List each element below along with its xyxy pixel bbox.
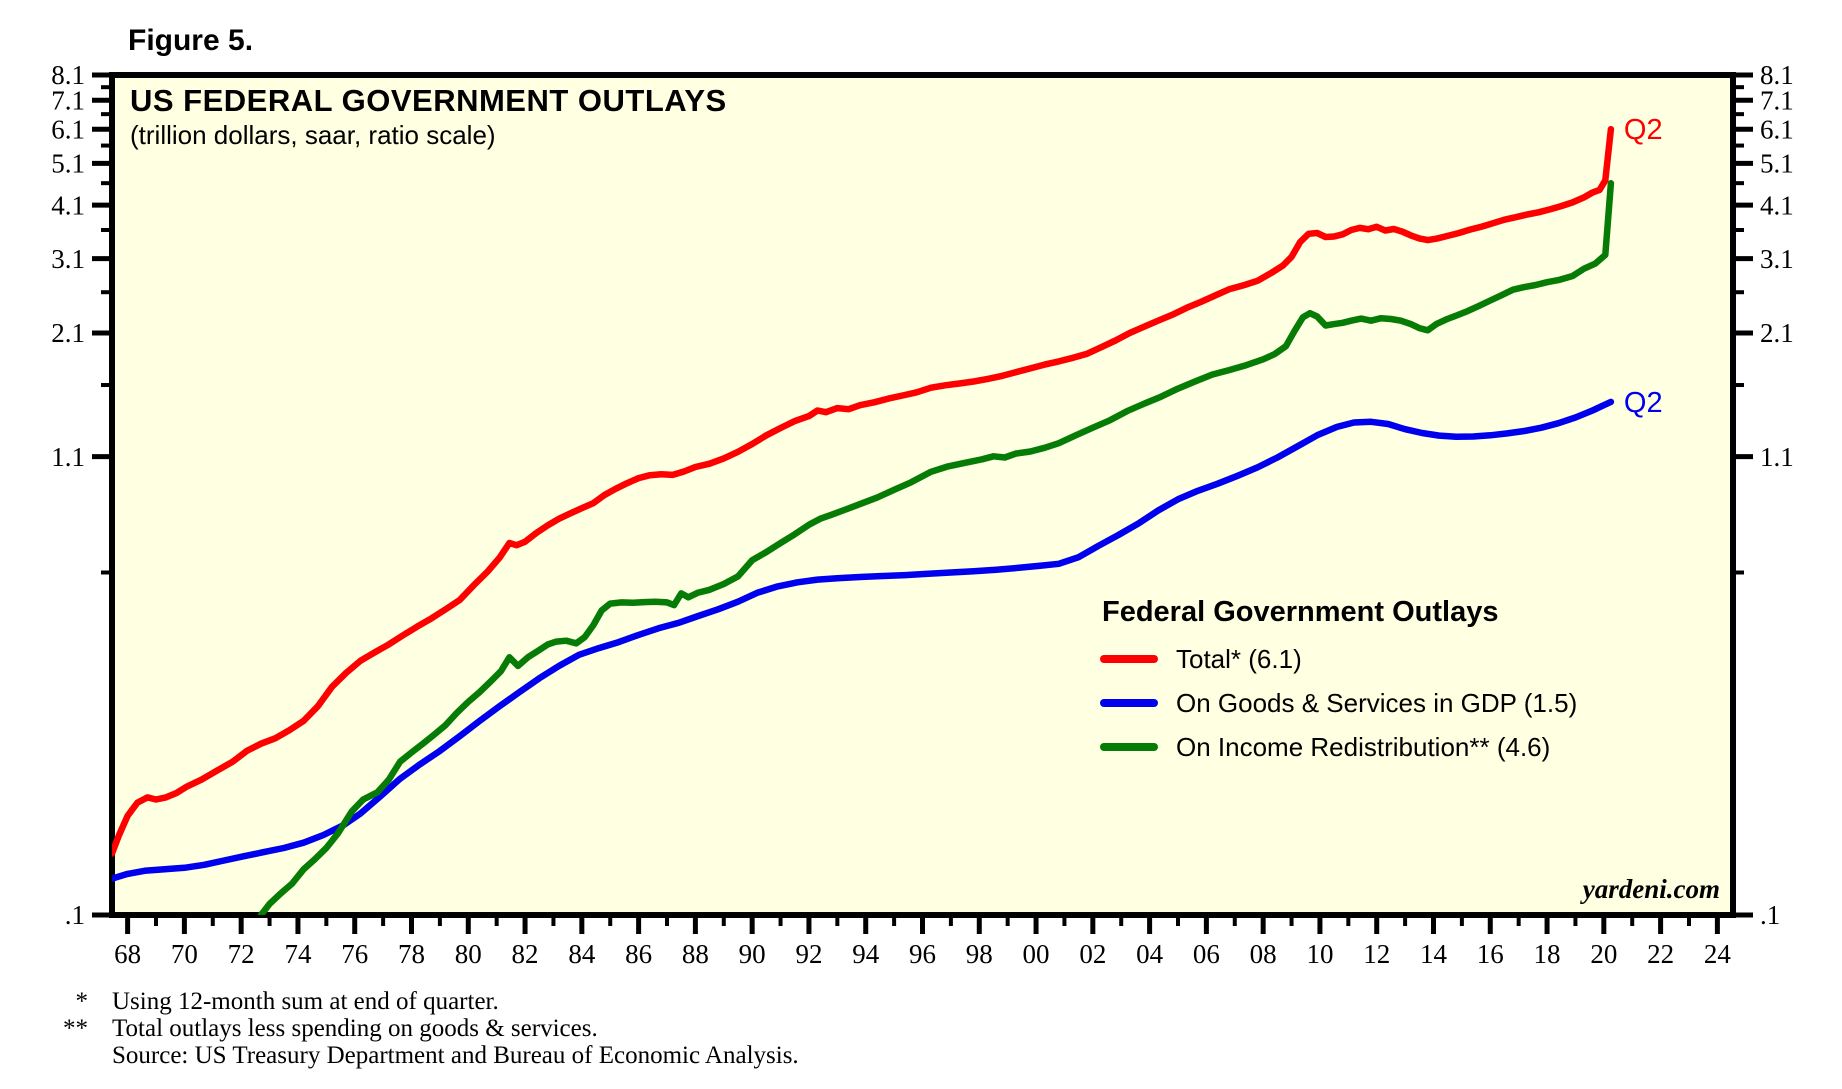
y-axis-label-right: .1 — [1760, 900, 1780, 930]
x-axis-label: 92 — [795, 939, 822, 969]
footnote-marker — [0, 1042, 88, 1069]
y-axis-label-left: 6.1 — [51, 114, 85, 144]
footnote-marker: ** — [63, 1015, 88, 1042]
goods-services-line-swatch — [1100, 699, 1158, 707]
watermark: yardeni.com — [1582, 874, 1720, 904]
y-axis-label-right: 8.1 — [1760, 60, 1794, 90]
y-axis-label-left: 2.1 — [51, 318, 85, 348]
chart-subtitle: (trillion dollars, saar, ratio scale) — [130, 120, 496, 150]
footnotes: * Using 12-month sum at end of quarter. … — [0, 988, 799, 1069]
footnote-line: ** Total outlays less spending on goods … — [0, 1015, 799, 1042]
x-axis-label: 82 — [512, 939, 539, 969]
y-axis-label-right: 3.1 — [1760, 244, 1794, 274]
y-axis-label-left: 1.1 — [51, 442, 85, 472]
x-axis-label: 10 — [1306, 939, 1333, 969]
x-axis-label: 90 — [739, 939, 766, 969]
income-redistribution-line — [257, 179, 1615, 915]
x-axis-label: 12 — [1363, 939, 1390, 969]
x-axis-label: 76 — [341, 939, 368, 969]
legend-item-total: Total* (6.1) — [1100, 637, 1577, 681]
total-line-swatch — [1100, 655, 1158, 663]
footnote-marker: * — [75, 988, 89, 1015]
chart-title: US FEDERAL GOVERNMENT OUTLAYS — [130, 83, 727, 118]
legend-item-income-redistribution: On Income Redistribution** (4.6) — [1100, 725, 1577, 769]
y-axis-label-right: 6.1 — [1760, 114, 1794, 144]
footnote-line: Source: US Treasury Department and Burea… — [0, 1042, 799, 1069]
figure-label: Figure 5. — [128, 24, 254, 57]
x-axis-label: 94 — [852, 939, 880, 969]
x-axis-label: 86 — [625, 939, 652, 969]
x-axis-label: 78 — [398, 939, 425, 969]
y-axis-label-right: 1.1 — [1760, 442, 1794, 472]
x-axis-label: 80 — [455, 939, 482, 969]
y-axis-label-left: .1 — [65, 900, 85, 930]
footnote-text: Source: US Treasury Department and Burea… — [112, 1042, 799, 1069]
goods-services-line — [112, 398, 1615, 882]
legend-label-total: Total* (6.1) — [1176, 643, 1302, 674]
latest-quarter-label-total-line: Q2 — [1624, 114, 1663, 146]
y-axis-label-left: 5.1 — [51, 149, 85, 179]
legend: Federal Government Outlays Total* (6.1) … — [1100, 596, 1577, 769]
x-axis-label: 18 — [1534, 939, 1561, 969]
legend-title: Federal Government Outlays — [1102, 596, 1499, 628]
x-axis-label: 00 — [1023, 939, 1050, 969]
x-axis-label: 68 — [114, 939, 141, 969]
legend-item-goods-services: On Goods & Services in GDP (1.5) — [1100, 681, 1577, 725]
x-axis-label: 22 — [1647, 939, 1674, 969]
x-axis-label: 72 — [228, 939, 255, 969]
legend-label-goods-services: On Goods & Services in GDP (1.5) — [1176, 687, 1578, 718]
footnote-text: Using 12-month sum at end of quarter. — [112, 988, 499, 1015]
footnote-text: Total outlays less spending on goods & s… — [112, 1015, 598, 1042]
y-axis-label-right: 2.1 — [1760, 318, 1794, 348]
x-axis-label: 88 — [682, 939, 709, 969]
y-axis-label-left: 3.1 — [51, 244, 85, 274]
y-axis-label-left: 4.1 — [51, 190, 85, 220]
x-axis-label: 84 — [568, 939, 596, 969]
y-axis-label-right: 5.1 — [1760, 149, 1794, 179]
legend-label-income-redistribution: On Income Redistribution** (4.6) — [1176, 731, 1551, 762]
x-axis-label: 04 — [1136, 939, 1164, 969]
x-axis-label: 14 — [1420, 939, 1448, 969]
y-axis-label-left: 8.1 — [51, 60, 85, 90]
x-axis-label: 74 — [284, 939, 312, 969]
y-axis-label-right: 4.1 — [1760, 190, 1794, 220]
x-axis-label: 70 — [171, 939, 198, 969]
x-axis-label: 96 — [909, 939, 936, 969]
x-axis-label: 06 — [1193, 939, 1220, 969]
x-axis-label: 16 — [1477, 939, 1504, 969]
y-axis-label-left: 7.1 — [51, 85, 85, 115]
income-redistribution-line-swatch — [1100, 743, 1158, 751]
total-line — [112, 125, 1615, 857]
plot-area — [109, 72, 1736, 918]
x-axis-label: 08 — [1250, 939, 1277, 969]
x-axis-label: 24 — [1704, 939, 1732, 969]
y-axis-label-right: 7.1 — [1760, 85, 1794, 115]
latest-quarter-label-goods-services-line: Q2 — [1624, 387, 1663, 419]
footnote-line: * Using 12-month sum at end of quarter. — [0, 988, 799, 1015]
x-axis-label: 98 — [966, 939, 993, 969]
x-axis-label: 20 — [1590, 939, 1617, 969]
x-axis-label: 02 — [1079, 939, 1106, 969]
